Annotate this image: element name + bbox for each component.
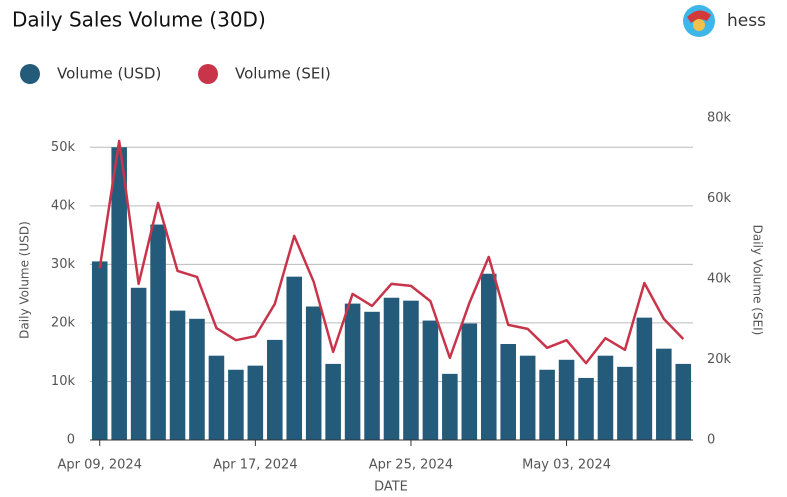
bar — [305, 306, 322, 440]
bar — [130, 287, 147, 440]
y2-tick-label: 60k — [707, 191, 732, 206]
x-tick-label: Apr 09, 2024 — [57, 458, 142, 473]
y-tick-label: 30k — [51, 257, 76, 272]
bar — [422, 320, 439, 440]
bar — [111, 147, 127, 441]
bar — [286, 276, 303, 440]
line — [98, 139, 685, 365]
bar — [558, 359, 575, 440]
bar — [519, 355, 536, 440]
bar — [442, 373, 458, 440]
bar — [617, 366, 633, 440]
bar — [675, 363, 692, 440]
bar — [150, 224, 166, 440]
legend-marker — [20, 64, 40, 84]
y2-tick-label: 20k — [707, 352, 732, 367]
bar — [228, 369, 244, 440]
bar — [208, 355, 225, 440]
user-badge[interactable]: hess — [683, 5, 766, 37]
legend-label: Volume (SEI) — [235, 65, 331, 83]
y2-tick-label: 40k — [707, 272, 732, 287]
bar — [539, 369, 555, 440]
y-tick-label: 20k — [51, 315, 76, 330]
avatar-hat — [687, 10, 711, 23]
y2-axis-label: Daily Volume (SEI) — [751, 225, 765, 336]
y2-tick-label: 0 — [707, 433, 715, 448]
bar — [169, 310, 186, 440]
y2-tick-label: 80k — [707, 111, 732, 126]
bar — [247, 365, 264, 440]
chart-title: Daily Sales Volume (30D) — [12, 8, 266, 32]
bar — [91, 261, 108, 440]
bar — [364, 311, 380, 440]
bar — [578, 377, 594, 440]
y-tick-label: 50k — [51, 140, 76, 155]
x-tick-label: Apr 17, 2024 — [213, 458, 298, 473]
legend-label: Volume (USD) — [57, 65, 161, 83]
bar — [383, 297, 400, 440]
bar — [461, 323, 478, 440]
bar — [267, 339, 283, 440]
x-axis-label: DATE — [374, 480, 408, 495]
y-axis-label: Daily Volume (USD) — [18, 221, 32, 339]
bar — [480, 273, 497, 440]
user-name[interactable]: hess — [727, 11, 766, 31]
x-tick-label: Apr 25, 2024 — [369, 458, 454, 473]
bar — [325, 363, 341, 440]
bar — [189, 318, 205, 440]
x-tick-label: May 03, 2024 — [522, 458, 611, 473]
bar — [403, 300, 419, 440]
bar — [636, 317, 653, 440]
legend-marker — [198, 64, 218, 84]
bar — [656, 348, 672, 440]
avatar-face — [693, 19, 705, 31]
bar — [344, 303, 361, 440]
bar — [500, 343, 516, 440]
y-tick-label: 40k — [51, 198, 76, 213]
y-tick-label: 10k — [51, 374, 76, 389]
bar — [597, 355, 614, 440]
y-tick-label: 0 — [67, 433, 75, 448]
